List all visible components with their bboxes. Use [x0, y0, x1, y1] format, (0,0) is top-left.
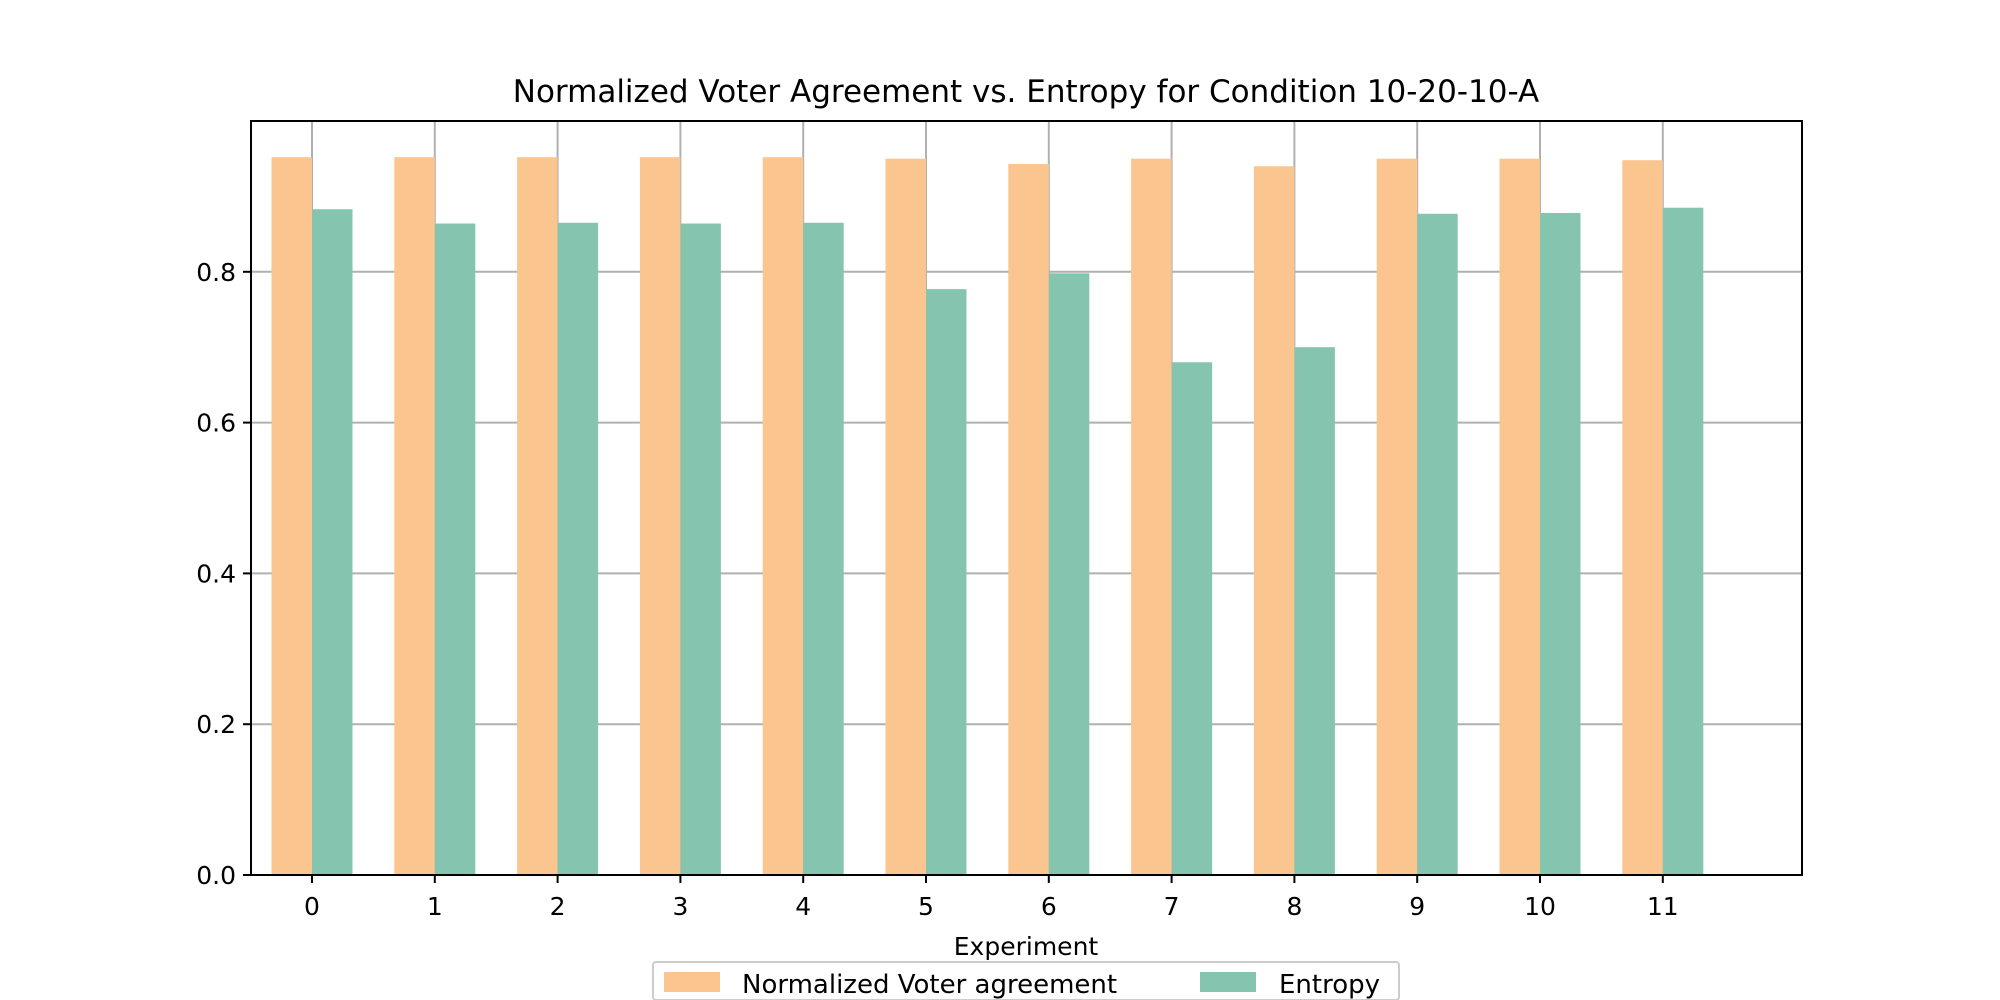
bar-normalized-voter-agreement-10: [1499, 158, 1540, 875]
bar-entropy-2: [557, 222, 599, 876]
x-tick-label: 5: [918, 892, 934, 921]
x-tick-label: 9: [1409, 892, 1425, 921]
bar-entropy-3: [680, 223, 721, 875]
plot-area-frame: [250, 120, 1803, 876]
bar-entropy-5: [926, 289, 967, 876]
y-tick-label: 0.4: [196, 559, 236, 588]
bar-entropy-10: [1540, 212, 1581, 875]
x-tick-label: 8: [1286, 892, 1302, 921]
x-tick-label: 0: [304, 892, 320, 921]
x-tick-label: 4: [795, 892, 811, 921]
legend-label-normalized-voter-agreement: Normalized Voter agreement: [742, 970, 1117, 1000]
bar-entropy-8: [1294, 347, 1335, 875]
x-tick-label: 2: [550, 892, 566, 921]
y-tick-label: 0.2: [196, 710, 236, 739]
bar-entropy-7: [1171, 362, 1213, 875]
bar-entropy-0: [312, 209, 353, 875]
legend-swatch-normalized-voter-agreement: [664, 972, 720, 992]
bar-normalized-voter-agreement-2: [517, 157, 558, 875]
x-axis: 0 1 2 3 4 5 6 7 8 9 10 11: [304, 875, 1679, 921]
bar-entropy-11: [1662, 207, 1704, 875]
bar-entropy-9: [1417, 213, 1458, 875]
x-tick-label: 7: [1164, 892, 1180, 921]
y-tick-label: 0.8: [196, 258, 236, 287]
x-tick-label: 3: [672, 892, 688, 921]
bar-normalized-voter-agreement-5: [885, 158, 926, 875]
bar-normalized-voter-agreement-9: [1376, 158, 1418, 875]
bar-normalized-voter-agreement-4: [762, 157, 804, 875]
y-tick-label: 0.0: [196, 861, 236, 890]
y-tick-label: 0.6: [196, 409, 236, 438]
bar-entropy-6: [1048, 273, 1090, 876]
bar-normalized-voter-agreement-0: [271, 157, 312, 875]
bar-entropy-4: [803, 222, 844, 876]
x-axis-label: Experiment: [954, 932, 1099, 961]
y-axis: 0.0 0.2 0.4 0.6 0.8: [196, 258, 251, 890]
x-tick-label: 6: [1041, 892, 1057, 921]
legend: Normalized Voter agreement Entropy: [652, 961, 1400, 1000]
chart-title: Normalized Voter Agreement vs. Entropy f…: [513, 74, 1539, 110]
bars: [271, 157, 1704, 876]
bar-normalized-voter-agreement-6: [1008, 163, 1049, 875]
legend-swatch-entropy: [1200, 972, 1256, 992]
bar-normalized-voter-agreement-3: [639, 157, 681, 875]
bar-normalized-voter-agreement-11: [1622, 160, 1663, 875]
x-tick-label: 11: [1647, 892, 1679, 921]
x-tick-label: 1: [427, 892, 443, 921]
bar-normalized-voter-agreement-1: [394, 157, 435, 875]
bar-normalized-voter-agreement-8: [1253, 166, 1295, 876]
legend-label-entropy: Entropy: [1279, 970, 1380, 1000]
x-tick-label: 10: [1524, 892, 1556, 921]
bar-entropy-1: [434, 223, 476, 875]
bar-normalized-voter-agreement-7: [1131, 158, 1172, 875]
